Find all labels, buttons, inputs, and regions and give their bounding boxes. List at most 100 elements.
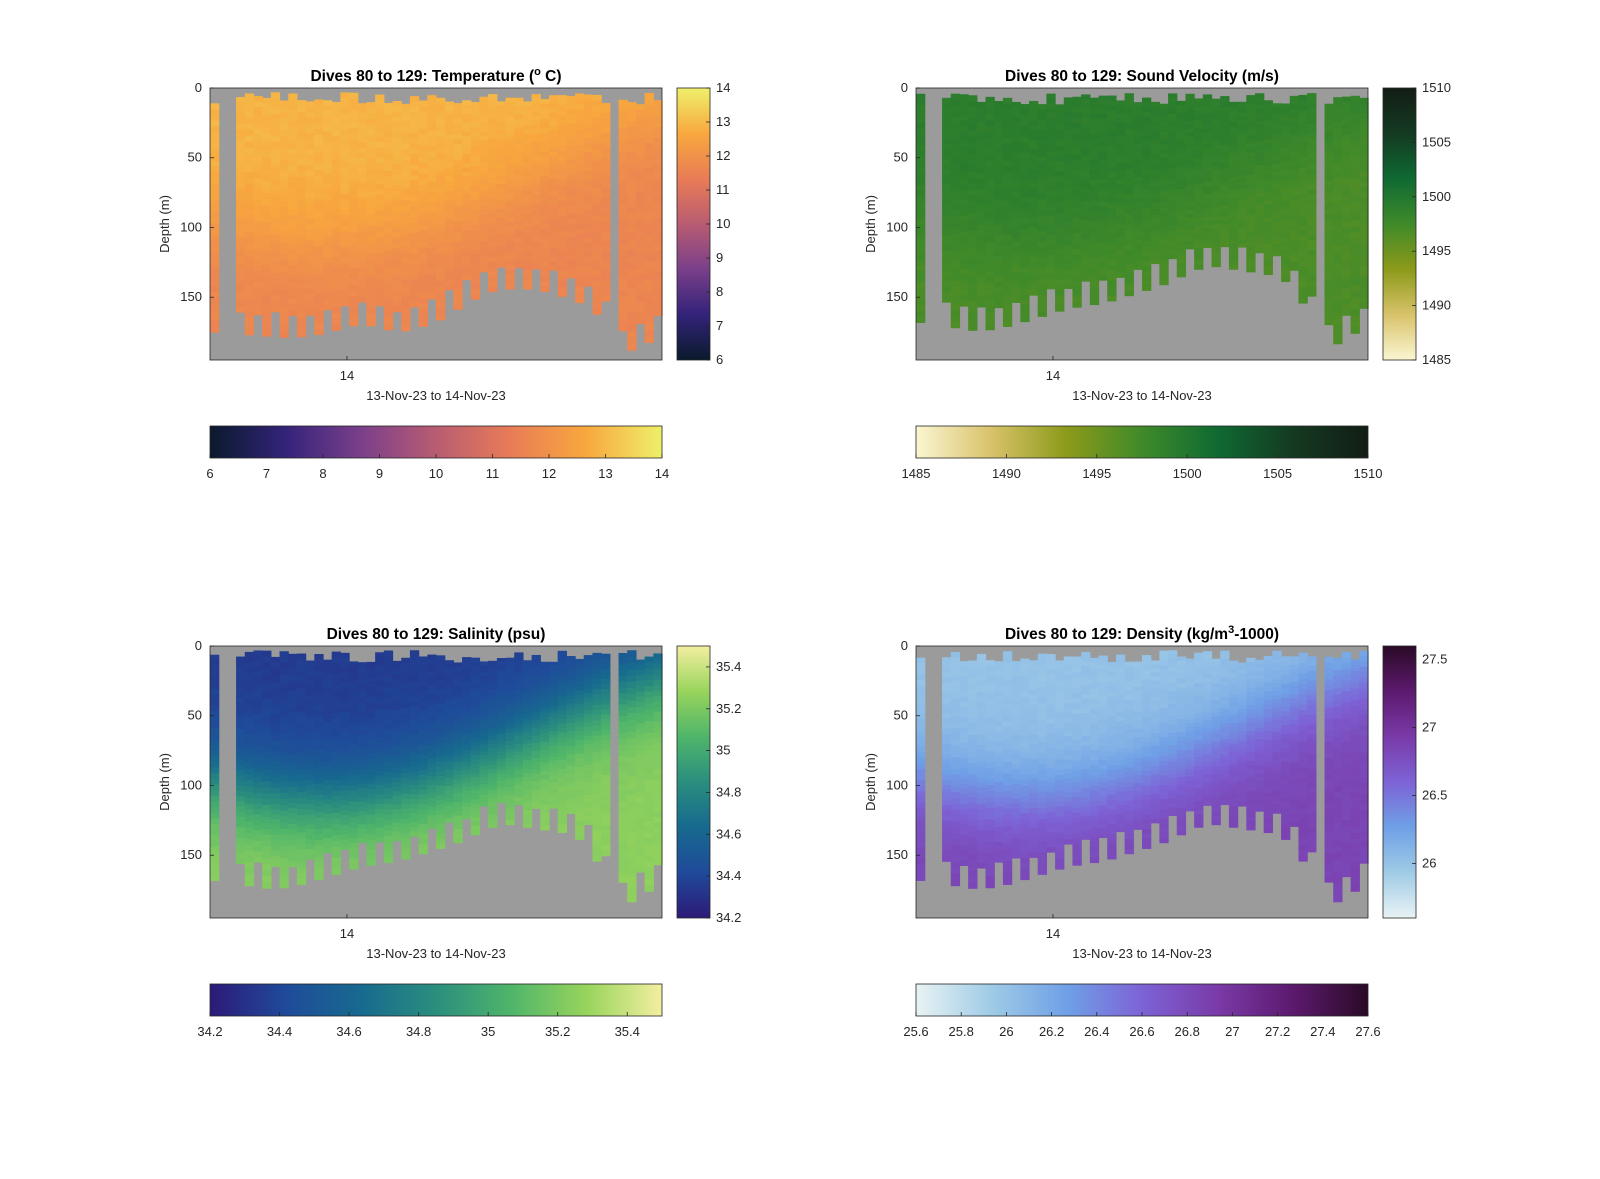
- heatmap-cell: [262, 763, 272, 771]
- heatmap-cell: [1211, 170, 1221, 175]
- heatmap-cell: [531, 181, 541, 187]
- heatmap-cell: [1176, 245, 1187, 251]
- heatmap-cell: [427, 202, 437, 208]
- heatmap-cell: [1237, 236, 1247, 241]
- heatmap-cell: [1159, 108, 1169, 114]
- heatmap-cell: [1211, 232, 1221, 238]
- heatmap-cell: [1168, 171, 1178, 177]
- heatmap-cell: [1185, 240, 1195, 246]
- heatmap-cell: [349, 92, 359, 100]
- heatmap-cell: [514, 203, 524, 209]
- heatmap-cell: [436, 97, 446, 104]
- heatmap-cell: [1272, 217, 1282, 222]
- heatmap-cell: [1133, 173, 1143, 178]
- heatmap-cell: [531, 142, 541, 148]
- heatmap-cell: [994, 126, 1004, 133]
- heatmap-cell: [1255, 117, 1265, 122]
- heatmap-cell: [1289, 244, 1300, 250]
- heatmap-cell: [210, 240, 220, 247]
- heatmap-cell: [1133, 139, 1143, 145]
- heatmap-cell: [1194, 115, 1204, 121]
- heatmap-cell: [1115, 180, 1126, 186]
- heatmap-cell: [1298, 204, 1308, 210]
- heatmap-cell: [1211, 140, 1221, 146]
- heatmap-cell: [357, 774, 368, 780]
- heatmap-cell: [942, 143, 952, 150]
- heatmap-cell: [950, 128, 961, 136]
- heatmap-cell: [349, 853, 359, 860]
- heatmap-cell: [366, 208, 376, 215]
- heatmap-cell: [1237, 181, 1247, 186]
- heatmap-cell: [1272, 137, 1282, 142]
- heatmap-cell: [1081, 99, 1091, 105]
- heatmap-cell: [566, 214, 576, 220]
- heatmap-cell: [479, 158, 489, 163]
- heatmap-cell: [1359, 292, 1369, 299]
- heatmap-cell: [1211, 207, 1221, 213]
- heatmap-cell: [409, 180, 420, 187]
- heatmap-cell: [1037, 199, 1047, 206]
- heatmap-cell: [1176, 105, 1187, 111]
- heatmap-cell: [1185, 128, 1195, 134]
- heatmap-cell: [505, 284, 515, 290]
- heatmap-cell: [253, 835, 263, 842]
- heatmap-cell: [575, 103, 585, 110]
- heatmap-cell: [470, 200, 481, 207]
- heatmap-cell: [427, 732, 437, 738]
- heatmap-cell: [270, 814, 281, 820]
- heatmap-cell: [1124, 204, 1134, 211]
- heatmap-cell: [531, 120, 541, 126]
- heatmap-cell: [976, 117, 987, 123]
- heatmap-cell: [505, 150, 515, 156]
- heatmap-cell: [1159, 230, 1169, 236]
- heatmap-cell: [1255, 164, 1265, 170]
- heatmap-cell: [1150, 142, 1160, 147]
- heatmap-cell: [427, 105, 437, 112]
- heatmap-cell: [1289, 239, 1300, 245]
- heatmap-cell: [583, 214, 594, 220]
- heatmap-cell: [366, 213, 376, 221]
- heatmap-cell: [392, 295, 402, 302]
- heatmap-cell: [236, 140, 246, 147]
- heatmap-cell: [470, 254, 481, 261]
- heatmap-cell: [1150, 247, 1160, 252]
- heatmap-cell: [1263, 191, 1273, 197]
- heatmap-cell: [436, 303, 446, 310]
- heatmap-cell: [244, 657, 255, 665]
- heatmap-cell: [522, 256, 533, 262]
- heatmap-cell: [340, 741, 350, 747]
- heatmap-cell: [288, 776, 298, 783]
- heatmap-cell: [1011, 252, 1021, 258]
- heatmap-cell: [557, 95, 567, 101]
- heatmap-cell: [618, 192, 628, 199]
- heatmap-cell: [270, 662, 281, 668]
- heatmap-cell: [575, 203, 585, 210]
- heatmap-cell: [236, 113, 246, 120]
- heatmap-cell: [340, 780, 350, 787]
- heatmap-cell: [916, 236, 926, 243]
- heatmap-cell: [270, 97, 281, 104]
- heatmap-cell: [279, 828, 289, 836]
- heatmap-cell: [375, 136, 385, 143]
- heatmap-cell: [976, 260, 987, 267]
- heatmap-cell: [409, 222, 420, 229]
- heatmap-cell: [270, 174, 281, 181]
- heatmap-cell: [1072, 259, 1082, 266]
- heatmap-cell: [985, 207, 995, 214]
- heatmap-cell: [1263, 235, 1273, 241]
- heatmap-cell: [331, 227, 341, 234]
- heatmap-cell: [1341, 167, 1352, 174]
- heatmap-cell: [1124, 153, 1134, 160]
- heatmap-cell: [1168, 151, 1178, 156]
- heatmap-cell: [514, 174, 524, 180]
- heatmap-cell: [401, 783, 411, 790]
- heatmap-cell: [244, 751, 255, 758]
- heatmap-cell: [994, 235, 1004, 242]
- heatmap-cell: [1307, 164, 1317, 170]
- heatmap-cell: [349, 168, 359, 175]
- heatmap-cell: [653, 116, 663, 123]
- heatmap-cell: [635, 142, 646, 149]
- heatmap-cell: [1142, 275, 1152, 282]
- heatmap-cell: [1281, 121, 1291, 127]
- heatmap-cell: [314, 205, 324, 212]
